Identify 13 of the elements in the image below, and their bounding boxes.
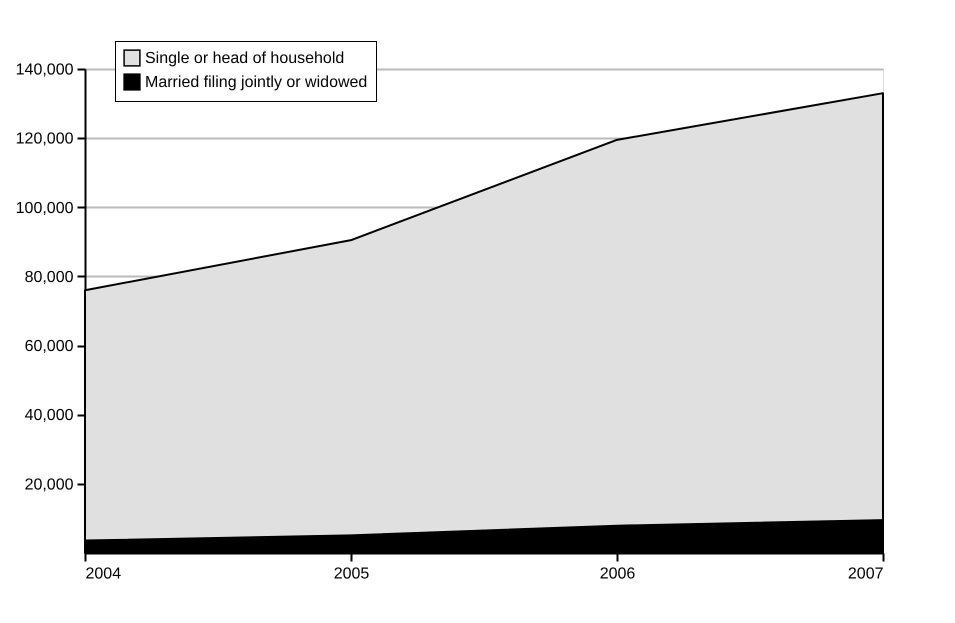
y-tick-label: 100,000 (16, 200, 74, 217)
legend-label: Single or head of household (145, 50, 344, 67)
y-tick-label: 140,000 (16, 62, 74, 78)
y-tick-label: 40,000 (24, 407, 74, 424)
y-tick-label: 120,000 (16, 130, 74, 148)
x-tick-label: 2004 (86, 566, 122, 582)
x-tick-label: 2007 (848, 566, 884, 582)
y-tick-label: 20,000 (24, 476, 74, 494)
y-tick-label: 60,000 (24, 338, 74, 356)
x-tick-label: 2006 (600, 566, 636, 582)
y-tick-label: 80,000 (24, 268, 74, 286)
legend-label: Married filing jointly or widowed (145, 74, 368, 91)
x-tick-label: 2005 (334, 566, 370, 582)
